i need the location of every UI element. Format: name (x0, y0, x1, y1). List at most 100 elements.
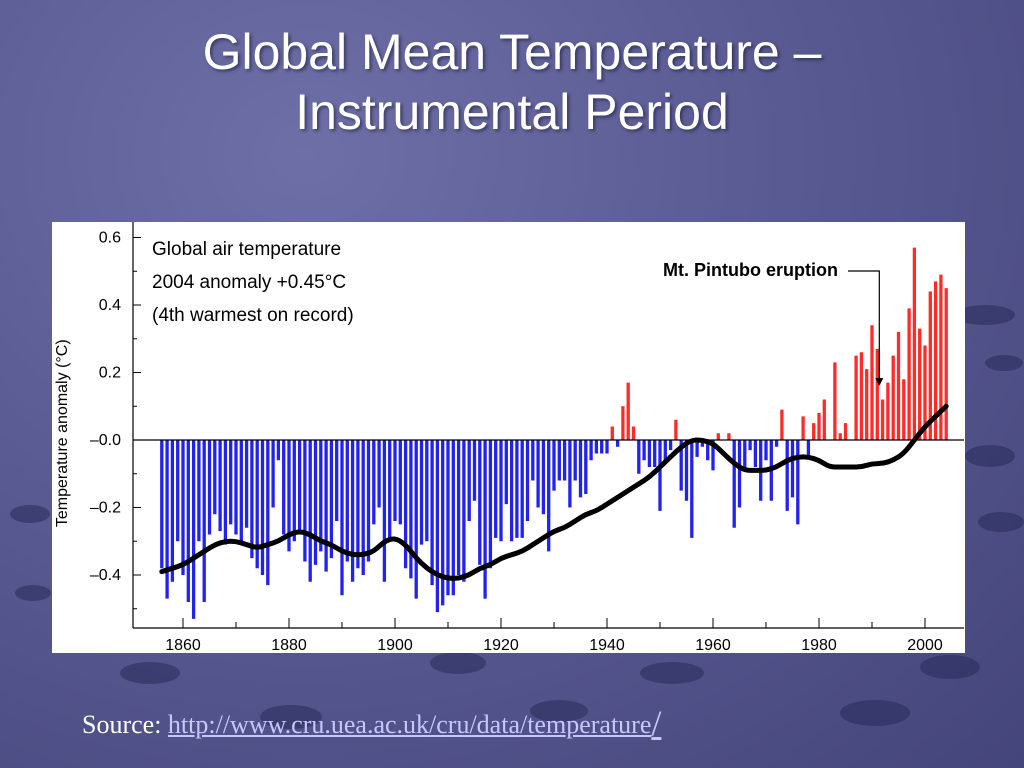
temperature-bar (176, 440, 180, 542)
temperature-bar (345, 440, 349, 562)
temperature-bar (939, 274, 943, 440)
temperature-bar (870, 325, 874, 440)
temperature-bar (711, 440, 715, 471)
temperature-bar (605, 440, 609, 454)
temperature-bar (716, 433, 720, 440)
temperature-bar (520, 440, 524, 538)
y-tick-label: 0.2 (99, 365, 121, 382)
source-link[interactable]: http://www.cru.uea.ac.uk/cru/data/temper… (167, 710, 652, 739)
temperature-bar (467, 440, 471, 521)
temperature-bar (642, 440, 646, 461)
temperature-bar (282, 440, 286, 535)
y-tick-label: 0.6 (99, 230, 121, 247)
temperature-bar (483, 440, 487, 599)
temperature-bar (902, 379, 906, 440)
y-tick-label: 0.4 (99, 297, 121, 314)
temperature-bar (647, 440, 652, 467)
temperature-bar (615, 440, 620, 447)
temperature-bar (854, 355, 858, 440)
temperature-bar (504, 440, 508, 505)
temperature-bar (912, 247, 917, 440)
temperature-bar (653, 440, 657, 467)
temperature-bar (494, 440, 498, 538)
temperature-bar (610, 426, 614, 440)
temperature-bar (589, 440, 593, 461)
temperature-bar (764, 440, 768, 461)
temperature-bar (907, 308, 911, 440)
temperature-bar (191, 440, 196, 619)
temperature-bar (923, 345, 927, 440)
x-tick-label: 1900 (377, 637, 413, 653)
source-link-slash[interactable]: / (651, 703, 662, 743)
smoothed-curve (159, 403, 949, 581)
y-axis-title: Temperature anomaly (°C) (54, 339, 71, 527)
x-tick-label: 1980 (801, 637, 837, 653)
temperature-bar (780, 409, 784, 440)
temperature-bar (207, 440, 212, 535)
temperature-bar (732, 440, 736, 528)
temperature-bar (478, 440, 482, 565)
x-tick-label: 1880 (271, 637, 307, 653)
temperature-bar (557, 440, 561, 481)
temperature-bar (419, 440, 424, 545)
temperature-bar (562, 440, 567, 481)
x-tick-label: 1960 (695, 637, 731, 653)
y-tick-label: –0.0 (90, 432, 121, 449)
temperature-bar (388, 440, 392, 542)
temperature-bar (456, 440, 461, 575)
temperature-chart: 0.6 0.4 0.2 –0.0 –0.2 –0.4 1860 1880 1900 1920 194… (52, 222, 965, 653)
temperature-bar (663, 440, 667, 461)
background-bubble (965, 445, 1015, 467)
temperature-bar (573, 440, 577, 481)
temperature-bar (865, 369, 869, 440)
temperature-bar (197, 440, 201, 542)
temperature-bar (886, 382, 890, 440)
background-bubble (530, 700, 588, 722)
temperature-bar (843, 423, 848, 440)
temperature-bar (382, 440, 387, 582)
background-bubble (120, 662, 180, 684)
temperature-bar (944, 288, 948, 440)
temperature-bar (292, 440, 296, 542)
temperature-bar (668, 440, 673, 451)
source-line: Source: http://www.cru.uea.ac.uk/cru/dat… (82, 700, 662, 743)
temperature-bar (626, 382, 630, 440)
temperature-bar (234, 440, 238, 535)
temperature-bar (880, 399, 885, 440)
temperature-bar (260, 440, 265, 575)
temperature-bar (403, 440, 408, 569)
temperature-bar (690, 440, 694, 538)
temperature-bar (271, 440, 275, 508)
temperature-bar (276, 440, 281, 461)
temperature-bar (441, 440, 445, 606)
temperature-bar (324, 440, 328, 572)
temperature-bar (488, 440, 493, 569)
temperature-bar (637, 440, 641, 474)
x-tick-label: 2000 (907, 637, 943, 653)
temperature-bar (250, 440, 254, 559)
background-bubble (430, 652, 486, 674)
temperature-bar (350, 440, 355, 582)
background-bubble (15, 585, 51, 601)
temperature-bar (658, 440, 662, 511)
temperature-bar (435, 440, 440, 613)
temperature-bar (695, 440, 699, 457)
temperature-bar (541, 440, 546, 515)
temperature-bar (594, 440, 599, 454)
temperature-bar (631, 426, 636, 440)
temperature-bar (335, 440, 339, 521)
temperature-bar (509, 440, 514, 542)
temperature-bar (552, 440, 556, 491)
chart-annotation-line: 2004 anomaly +0.45°C (152, 272, 346, 293)
temperature-bar (600, 440, 604, 454)
temperature-bar (875, 348, 879, 440)
temperature-bar (706, 440, 710, 461)
temperature-bar (536, 440, 540, 508)
temperature-bar (737, 440, 742, 508)
temperature-bar (308, 440, 312, 582)
temperature-bar (430, 440, 434, 586)
temperature-bar (340, 440, 344, 596)
temperature-bar (774, 440, 779, 447)
temperature-bar (451, 440, 455, 596)
temperature-bar (896, 332, 901, 440)
